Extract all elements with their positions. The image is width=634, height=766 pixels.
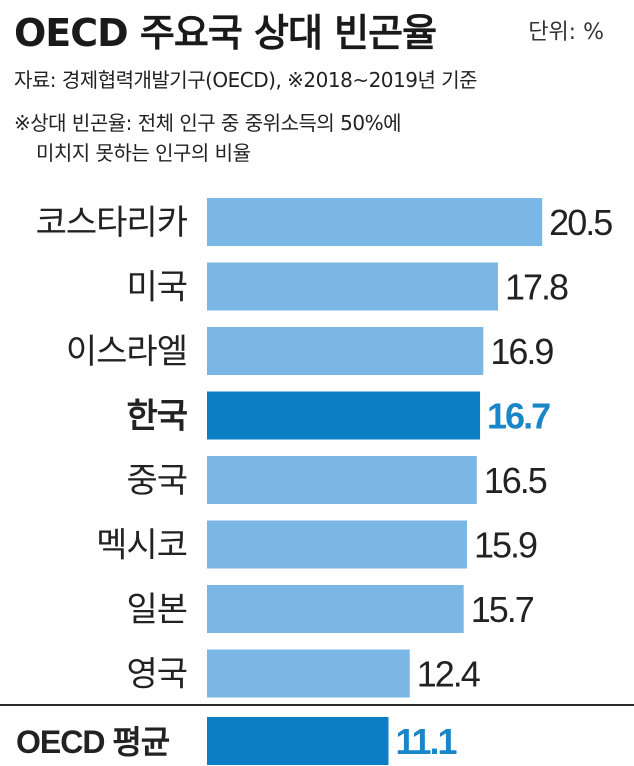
value-label-7: 12.4 (417, 654, 480, 695)
bar-6 (207, 585, 464, 633)
value-label-2: 16.9 (490, 331, 553, 372)
definition-note-line-2: 미치지 못하는 인구의 비율 (36, 141, 251, 165)
source-note: 자료: 경제협력개발기구(OECD), ※2018~2019년 기준 (14, 68, 478, 92)
definition-note: ※상대 빈곤율: 전체 인구 중 중위소득의 50%에 미치지 못하는 인구의 … (14, 108, 402, 168)
value-label-5: 15.9 (474, 525, 537, 566)
category-label-7: 영국 (126, 656, 187, 694)
chart-title: OECD 주요국 상대 빈곤율 (14, 11, 437, 55)
category-label-2: 이스라엘 (66, 333, 187, 371)
bar-4 (207, 456, 477, 504)
value-label-0: 20.5 (549, 202, 612, 243)
category-label-0: 코스타리카 (36, 204, 188, 242)
definition-note-line-1: ※상대 빈곤율: 전체 인구 중 중위소득의 50%에 (14, 111, 402, 135)
average-bar (207, 717, 389, 765)
bar-1 (207, 262, 499, 311)
bar-2 (207, 327, 484, 375)
category-label-1: 미국 (126, 269, 187, 307)
bar-7 (207, 649, 410, 698)
bar-5 (207, 520, 467, 569)
category-label-3: 한국 (126, 398, 187, 436)
value-label-1: 17.8 (505, 267, 568, 308)
value-label-3: 16.7 (487, 396, 550, 437)
category-label-6: 일본 (126, 591, 187, 629)
bar-3 (207, 391, 481, 440)
category-label-4: 중국 (126, 462, 187, 500)
unit-label: 단위: % (528, 20, 604, 45)
average-label: OECD 평균 (16, 724, 170, 760)
average-value-label: 11.1 (395, 721, 457, 762)
bar-0 (207, 198, 543, 246)
category-label-5: 멕시코 (96, 527, 187, 565)
value-label-4: 16.5 (484, 460, 547, 501)
value-label-6: 15.7 (471, 589, 534, 630)
